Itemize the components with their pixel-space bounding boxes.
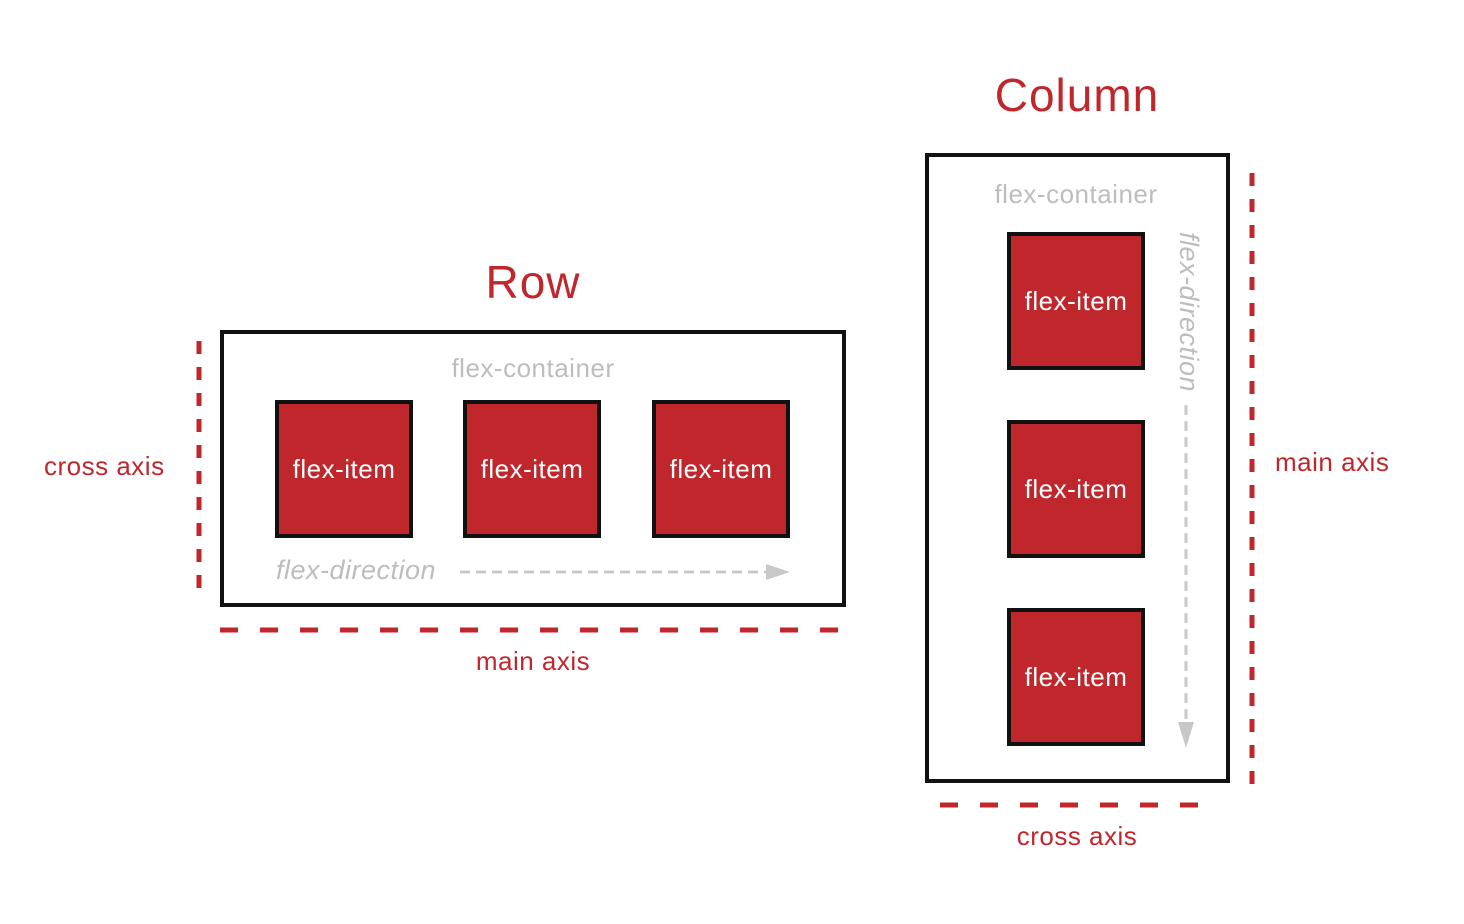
column-flex-item-1: flex-item <box>1007 232 1145 370</box>
row-flex-item-1: flex-item <box>275 400 413 538</box>
row-cross-axis-label: cross axis <box>44 451 165 481</box>
row-flex-item-2: flex-item <box>463 400 601 538</box>
column-title: Column <box>994 69 1160 121</box>
column-flex-item-3: flex-item <box>1007 608 1145 746</box>
row-direction-label: flex-direction <box>276 555 437 585</box>
row-container-label: flex-container <box>451 353 615 383</box>
row-flex-item-3: flex-item <box>652 400 790 538</box>
row-title: Row <box>485 256 581 308</box>
column-cross-axis-label: cross axis <box>1016 821 1138 851</box>
column-container-label: flex-container <box>994 179 1158 209</box>
row-main-axis-label: main axis <box>475 646 591 676</box>
column-main-axis-label: main axis <box>1275 447 1390 477</box>
column-flex-item-2: flex-item <box>1007 420 1145 558</box>
